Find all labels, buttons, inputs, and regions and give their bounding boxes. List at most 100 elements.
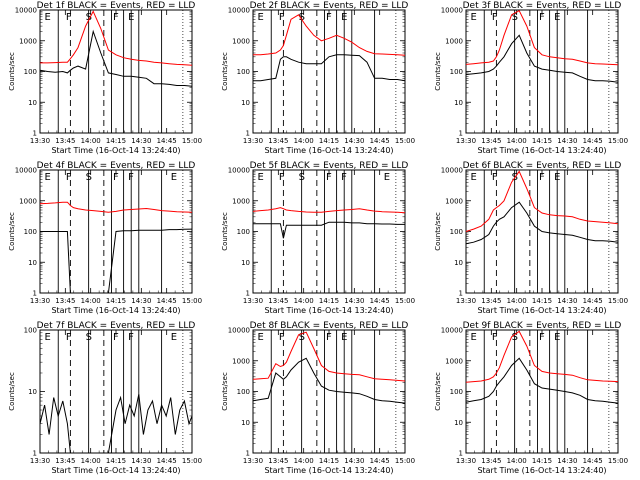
panel-title: Det 1f BLACK = Events, RED = LLD <box>37 1 196 11</box>
segment-label: E <box>45 12 51 23</box>
segment-label: S <box>86 332 92 343</box>
y-tick-label: 1000 <box>445 37 463 45</box>
lld-series-line <box>39 201 193 213</box>
x-tick-label: 14:15 <box>319 297 339 305</box>
segment-label: E <box>341 12 347 23</box>
x-axis-label: Start Time (16-Oct-14 13:24:40) <box>51 306 180 315</box>
x-tick-label: 13:30 <box>30 297 50 305</box>
x-tick-label: 14:00 <box>81 457 101 465</box>
x-tick-label: 14:45 <box>583 457 603 465</box>
y-tick-label: 10000 <box>15 167 37 175</box>
y-tick-label: 10000 <box>441 167 463 175</box>
segment-label: E <box>384 172 390 183</box>
segment-label: F <box>128 172 134 183</box>
x-tick-label: 15:00 <box>395 137 415 145</box>
x-tick-label: 14:00 <box>507 457 527 465</box>
events-series-line <box>40 228 193 294</box>
events-series-line <box>465 34 619 83</box>
x-tick-label: 14:30 <box>557 297 577 305</box>
panel-title: Det 3f BLACK = Events, RED = LLD <box>463 1 622 11</box>
x-tick-label: 14:15 <box>106 457 126 465</box>
segment-label: F <box>113 172 119 183</box>
y-tick-label: 10 <box>28 388 37 396</box>
x-tick-label: 15:00 <box>182 137 202 145</box>
y-tick-label: 1000 <box>232 197 250 205</box>
x-axis-label: Start Time (16-Oct-14 13:24:40) <box>477 306 606 315</box>
segment-label: F <box>326 172 332 183</box>
x-tick-label: 14:15 <box>532 297 552 305</box>
x-axis-label: Start Time (16-Oct-14 13:24:40) <box>51 146 180 155</box>
y-tick-label: 10000 <box>441 7 463 15</box>
panel-1: Det 1f BLACK = Events, RED = LLD 1 10 100 10… <box>8 1 202 155</box>
y-tick-label: 1 <box>246 450 250 458</box>
panel-title: Det 7f BLACK = Events, RED = LLD <box>37 321 196 331</box>
y-tick-label: 10000 <box>441 327 463 335</box>
panel-2: Det 2f BLACK = Events, RED = LLD 1 10 100 10… <box>221 1 415 155</box>
lld-series-line <box>465 330 619 383</box>
segment-label: E <box>171 172 177 183</box>
y-axis-label: Counts/sec <box>434 212 442 251</box>
x-tick-label: 13:30 <box>456 137 476 145</box>
x-tick-label: 14:00 <box>507 137 527 145</box>
x-tick-label: 14:00 <box>294 457 314 465</box>
y-tick-label: 1000 <box>445 357 463 365</box>
x-tick-label: 14:30 <box>344 297 364 305</box>
x-tick-label: 13:30 <box>456 297 476 305</box>
y-tick-label: 100 <box>450 68 463 76</box>
x-tick-label: 13:45 <box>481 457 501 465</box>
events-series-line <box>253 54 406 82</box>
segment-label: F <box>539 172 545 183</box>
y-tick-label: 1 <box>33 130 37 138</box>
y-axis-label: Counts/sec <box>221 212 229 251</box>
y-tick-label: 1 <box>246 290 250 298</box>
segment-label: F <box>113 332 119 343</box>
panel-8: Det 8f BLACK = Events, RED = LLD 1 10 100 10… <box>221 321 415 475</box>
y-tick-label: 10 <box>454 99 463 107</box>
x-tick-label: 13:30 <box>30 457 50 465</box>
y-axis-label: Counts/sec <box>434 52 442 91</box>
segment-label: E <box>471 332 477 343</box>
x-tick-label: 13:30 <box>30 137 50 145</box>
x-axis-label: Start Time (16-Oct-14 13:24:40) <box>264 466 393 475</box>
y-tick-label: 10000 <box>228 327 250 335</box>
x-tick-label: 14:15 <box>532 137 552 145</box>
segment-label: F <box>492 172 498 183</box>
x-tick-label: 15:00 <box>608 297 628 305</box>
y-tick-label: 100 <box>237 68 250 76</box>
y-tick-label: 1 <box>33 290 37 298</box>
x-tick-label: 15:00 <box>608 137 628 145</box>
x-tick-label: 14:30 <box>557 457 577 465</box>
segment-label: E <box>554 12 560 23</box>
x-tick-label: 14:45 <box>583 137 603 145</box>
segment-label: S <box>299 172 305 183</box>
segment-label: E <box>471 172 477 183</box>
panel-title: Det 8f BLACK = Events, RED = LLD <box>250 321 409 331</box>
segment-label: F <box>326 332 332 343</box>
panel-3: Det 3f BLACK = Events, RED = LLD 1 10 100 10… <box>434 1 628 155</box>
y-tick-label: 100 <box>237 388 250 396</box>
events-series-line <box>465 201 619 245</box>
y-axis-label: Counts/sec <box>221 372 229 411</box>
segment-label: E <box>554 172 560 183</box>
y-tick-label: 1 <box>459 450 463 458</box>
panel-9: Det 9f BLACK = Events, RED = LLD 1 10 100 10… <box>434 321 628 475</box>
x-tick-label: 13:30 <box>243 457 263 465</box>
y-tick-label: 10 <box>28 259 37 267</box>
events-series-line <box>39 394 193 454</box>
lld-series-line <box>252 331 406 382</box>
x-tick-label: 14:30 <box>344 457 364 465</box>
panel-6: Det 6f BLACK = Events, RED = LLD 1 10 100 10… <box>434 161 628 315</box>
x-tick-label: 13:45 <box>268 457 288 465</box>
segment-label: E <box>471 12 477 23</box>
events-series-line <box>252 357 406 404</box>
x-tick-label: 13:30 <box>243 297 263 305</box>
x-tick-label: 14:45 <box>583 297 603 305</box>
x-tick-label: 13:45 <box>268 297 288 305</box>
panel-5: Det 5f BLACK = Events, RED = LLD 1 10 100 10… <box>221 161 415 315</box>
panel-4: Det 4f BLACK = Events, RED = LLD 1 10 100 10… <box>8 161 202 315</box>
y-tick-label: 100 <box>24 68 37 76</box>
x-tick-label: 13:45 <box>55 137 75 145</box>
y-tick-label: 100 <box>450 388 463 396</box>
plot-frame <box>252 329 406 454</box>
